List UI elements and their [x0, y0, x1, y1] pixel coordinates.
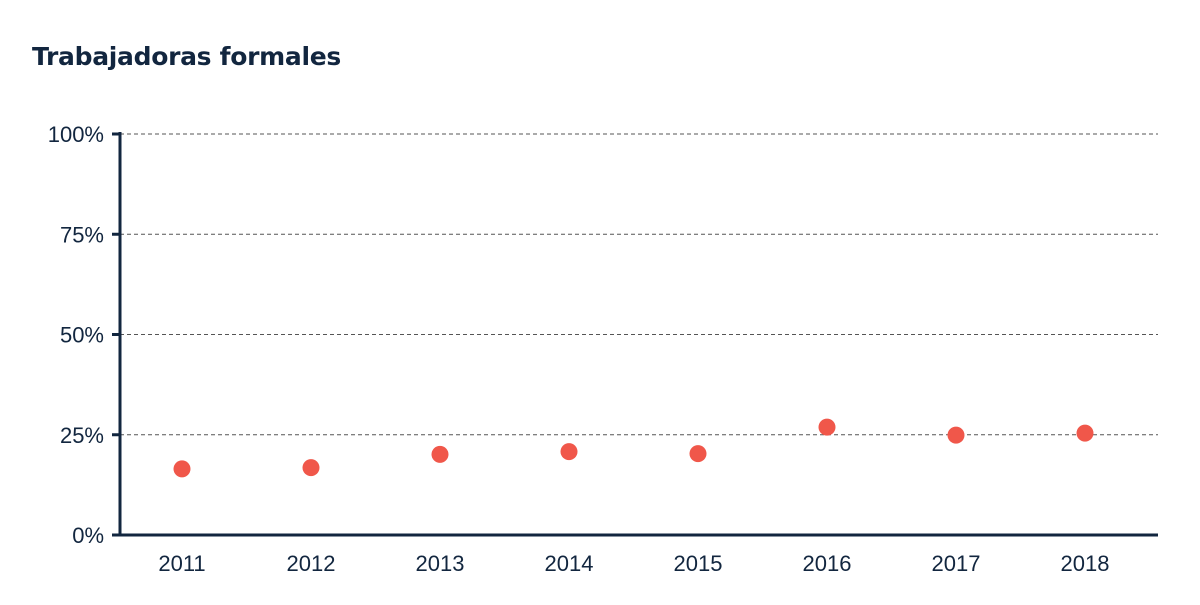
data-points — [173, 418, 1094, 478]
gridlines — [120, 133, 1158, 436]
data-point-2016 — [818, 418, 836, 436]
x-tick-label: 2018 — [1061, 551, 1110, 576]
y-tick-label: 50% — [60, 323, 104, 348]
x-tick-label: 2012 — [287, 551, 336, 576]
data-point-2011 — [173, 460, 191, 478]
y-tick-label: 100% — [48, 122, 104, 147]
y-tick-label: 0% — [72, 523, 104, 548]
data-point-2018 — [1076, 424, 1094, 442]
y-tick-label: 75% — [60, 222, 104, 247]
x-tick-label: 2015 — [674, 551, 723, 576]
x-tick-label: 2013 — [416, 551, 465, 576]
y-axis-ticks: 0% 25% 50% 75% 100% — [48, 122, 120, 548]
data-point-2015 — [689, 445, 707, 463]
data-point-2013 — [431, 445, 449, 463]
data-point-2012 — [302, 459, 320, 477]
x-tick-label: 2017 — [932, 551, 981, 576]
x-tick-label: 2011 — [158, 551, 205, 576]
x-tick-label: 2016 — [803, 551, 852, 576]
y-tick-label: 25% — [60, 423, 104, 448]
chart-title: Trabajadoras formales — [32, 42, 341, 71]
x-axis-ticks: 2011 2012 2013 2014 2015 2016 2017 2018 — [158, 551, 1109, 576]
x-tick-label: 2014 — [545, 551, 594, 576]
data-point-2017 — [947, 426, 965, 444]
data-point-2014 — [560, 443, 578, 461]
